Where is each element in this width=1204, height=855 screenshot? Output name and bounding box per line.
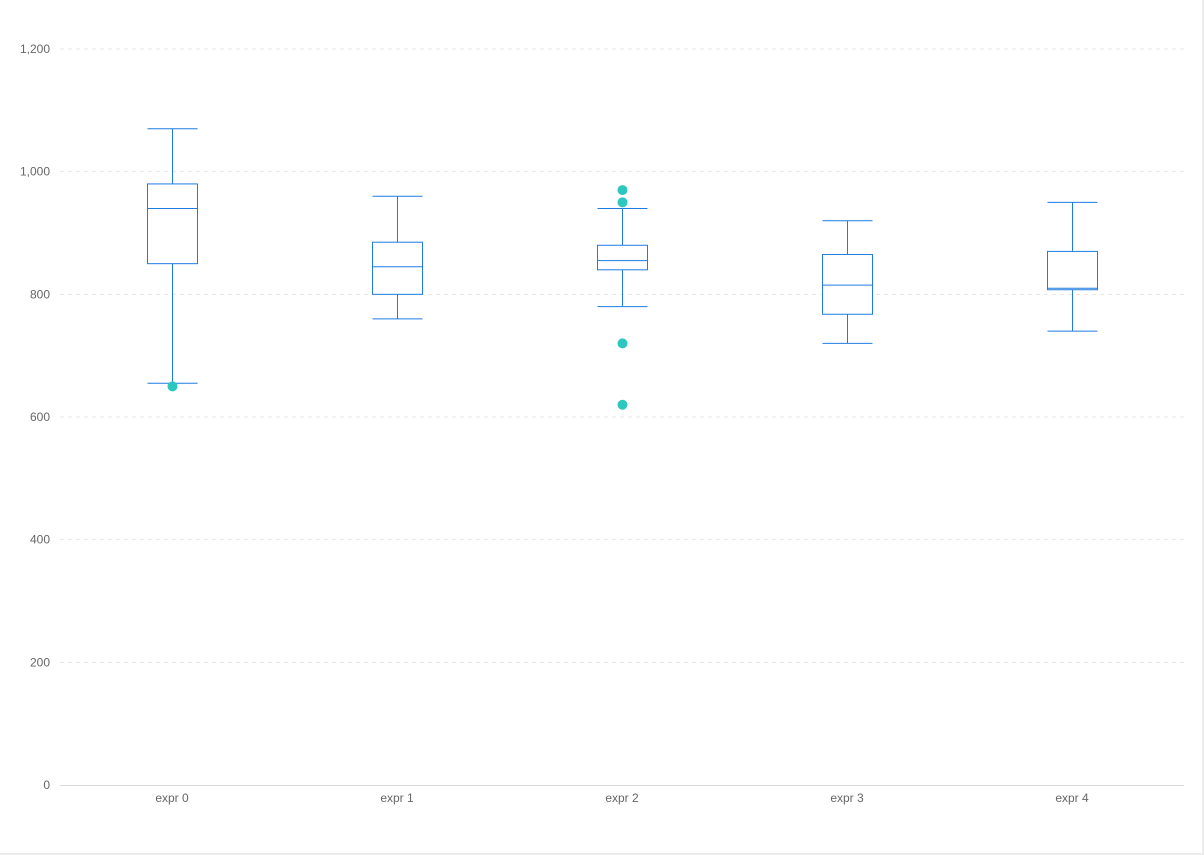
box-expr-3 [822,220,873,344]
y-axis-ticks: 0 200 400 600 800 1,000 1,200 [20,42,50,792]
boxes [147,128,1098,384]
box-expr-2 [597,207,648,308]
y-tick-label: 400 [30,533,50,547]
outliers [167,185,628,410]
grid-lines [60,48,1184,663]
iqr-box [1047,250,1098,291]
outlier-point [617,197,628,208]
outlier-point [617,185,628,196]
y-tick-label: 200 [30,655,50,669]
box-expr-4 [1047,201,1098,332]
y-tick-label: 1,200 [20,42,50,56]
iqr-box [147,183,198,265]
outlier-point [167,381,178,392]
x-tick-label: expr 3 [830,791,864,805]
x-tick-label: expr 4 [1055,791,1089,805]
iqr-box [372,241,423,295]
box-expr-0 [147,128,198,384]
x-tick-label: expr 0 [155,791,189,805]
outlier-point [617,338,628,349]
x-tick-label: expr 2 [605,791,639,805]
iqr-box [822,253,873,315]
outlier-point [617,399,628,410]
y-tick-label: 800 [30,287,50,301]
box-expr-1 [372,195,423,320]
y-tick-label: 0 [43,778,50,792]
y-tick-label: 1,000 [20,165,50,179]
iqr-box [597,244,648,271]
x-axis-labels: expr 0 expr 1 expr 2 expr 3 expr 4 [155,791,1089,805]
x-tick-label: expr 1 [380,791,414,805]
y-tick-label: 600 [30,410,50,424]
